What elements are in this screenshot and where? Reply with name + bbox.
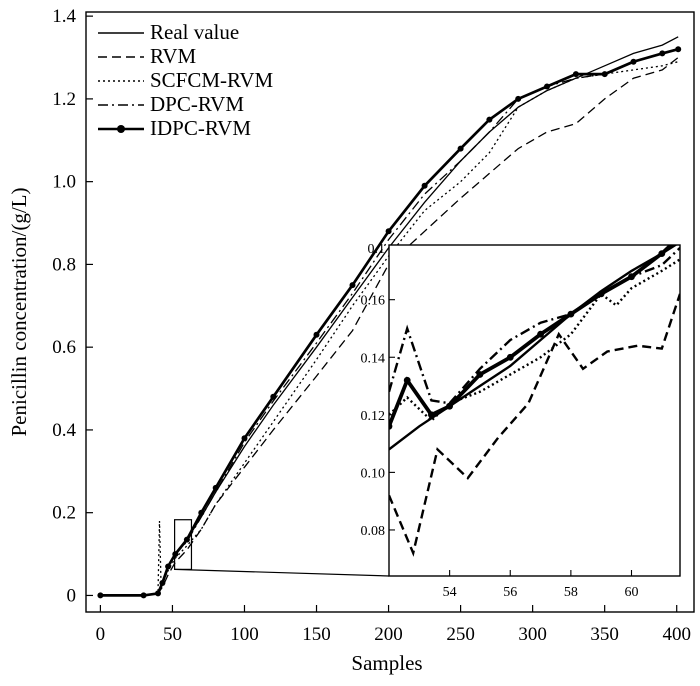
main-point-idpc-rvm bbox=[572, 71, 579, 78]
x-tick-label: 50 bbox=[163, 624, 182, 645]
inset-point-idpc-rvm bbox=[658, 250, 666, 257]
inset-point-idpc-rvm bbox=[506, 353, 514, 361]
inset-x-tick-label: 56 bbox=[503, 585, 517, 600]
inset-series-dpc-rvm bbox=[389, 247, 680, 405]
main-point-idpc-rvm bbox=[601, 71, 608, 78]
y-tick-label: 0.2 bbox=[52, 503, 76, 524]
legend-item-dpc-rvm: DPC-RVM bbox=[98, 92, 244, 116]
inset-point-idpc-rvm bbox=[567, 310, 575, 318]
legend-label: Real value bbox=[150, 20, 239, 44]
y-tick-label: 0.4 bbox=[52, 420, 76, 441]
main-point-idpc-rvm bbox=[421, 182, 428, 189]
inset-point-idpc-rvm bbox=[537, 330, 544, 338]
inset-background bbox=[389, 245, 680, 576]
legend-label: RVM bbox=[150, 44, 196, 68]
x-tick-label: 100 bbox=[230, 624, 259, 645]
inset-y-tick-label: 0.1 bbox=[368, 242, 386, 257]
y-tick-label: 0.6 bbox=[52, 337, 76, 358]
main-point-idpc-rvm bbox=[675, 46, 682, 53]
x-tick-label: 400 bbox=[662, 624, 691, 645]
inset-point-idpc-rvm bbox=[428, 411, 435, 419]
main-point-idpc-rvm bbox=[486, 116, 493, 123]
main-point-idpc-rvm bbox=[212, 484, 219, 491]
x-axis-label: Samples bbox=[351, 651, 422, 675]
x-tick-label: 0 bbox=[96, 624, 106, 645]
inset-point-idpc-rvm bbox=[476, 371, 484, 378]
inset-point-idpc-rvm bbox=[403, 376, 411, 384]
main-point-idpc-rvm bbox=[544, 83, 550, 90]
x-tick-label: 300 bbox=[518, 624, 547, 645]
inset-series-idpc-rvm bbox=[389, 245, 674, 427]
legend-label: DPC-RVM bbox=[150, 92, 244, 116]
inset-point-idpc-rvm bbox=[597, 290, 605, 298]
y-tick-label: 1.2 bbox=[52, 89, 76, 110]
main-point-idpc-rvm bbox=[198, 509, 205, 516]
inset-series-scfcm-rvm bbox=[389, 258, 680, 423]
inset-point-idpc-rvm bbox=[628, 273, 635, 281]
main-point-idpc-rvm bbox=[183, 536, 190, 543]
x-tick-label: 200 bbox=[374, 624, 403, 645]
main-point-idpc-rvm bbox=[349, 282, 356, 289]
legend-marker bbox=[117, 125, 125, 133]
main-point-idpc-rvm bbox=[241, 435, 248, 442]
inset-x-tick-label: 54 bbox=[443, 585, 457, 600]
plot-frame bbox=[85, 11, 695, 613]
legend-item-rvm: RVM bbox=[98, 44, 196, 68]
inset-frame bbox=[388, 244, 681, 577]
main-point-idpc-rvm bbox=[165, 563, 172, 570]
main-point-idpc-rvm bbox=[155, 590, 161, 597]
legend-label: SCFCM-RVM bbox=[150, 68, 274, 92]
main-point-idpc-rvm bbox=[457, 145, 464, 152]
main-point-idpc-rvm bbox=[172, 551, 179, 558]
y-tick-label: 1.0 bbox=[52, 172, 76, 193]
main-point-idpc-rvm bbox=[313, 331, 320, 338]
zoom-connector bbox=[174, 568, 390, 577]
main-series-rvm bbox=[100, 56, 679, 597]
inset-y-tick-label: 0.14 bbox=[361, 351, 386, 366]
main-point-idpc-rvm bbox=[385, 228, 392, 235]
main-point-idpc-rvm bbox=[630, 58, 637, 65]
x-tick-label: 250 bbox=[446, 624, 475, 645]
y-tick-label: 0 bbox=[67, 585, 77, 606]
y-axis-label: Penicillin concentration/(g/L) bbox=[7, 187, 31, 436]
main-point-idpc-rvm bbox=[159, 580, 166, 586]
inset-point-idpc-rvm bbox=[446, 402, 453, 410]
main-point-idpc-rvm bbox=[270, 393, 277, 400]
main-series-scfcm-rvm bbox=[100, 61, 679, 597]
inset-point-idpc-rvm bbox=[389, 422, 393, 430]
legend-item-scfcm-rvm: SCFCM-RVM bbox=[98, 68, 274, 92]
main-point-idpc-rvm bbox=[659, 50, 666, 57]
legend-item-idpc-rvm: IDPC-RVM bbox=[98, 116, 251, 140]
main-point-idpc-rvm bbox=[97, 592, 104, 599]
inset-y-tick-label: 0.16 bbox=[361, 294, 386, 309]
inset-y-tick-label: 0.08 bbox=[361, 524, 386, 539]
inset-y-tick-label: 0.12 bbox=[361, 409, 386, 424]
inset-y-tick-label: 0.10 bbox=[361, 466, 386, 481]
legend-label: IDPC-RVM bbox=[150, 116, 251, 140]
y-tick-label: 1.4 bbox=[52, 6, 76, 27]
x-tick-label: 150 bbox=[302, 624, 331, 645]
inset-point-idpc-rvm bbox=[677, 233, 684, 240]
inset-series-rvm bbox=[389, 293, 680, 557]
inset-x-tick-label: 58 bbox=[564, 585, 578, 600]
main-point-idpc-rvm bbox=[140, 592, 147, 599]
inset-x-tick-label: 60 bbox=[625, 585, 639, 600]
x-tick-label: 350 bbox=[590, 624, 619, 645]
y-tick-label: 0.8 bbox=[52, 254, 76, 275]
main-point-idpc-rvm bbox=[515, 95, 522, 102]
legend-item-real-value: Real value bbox=[98, 20, 239, 44]
